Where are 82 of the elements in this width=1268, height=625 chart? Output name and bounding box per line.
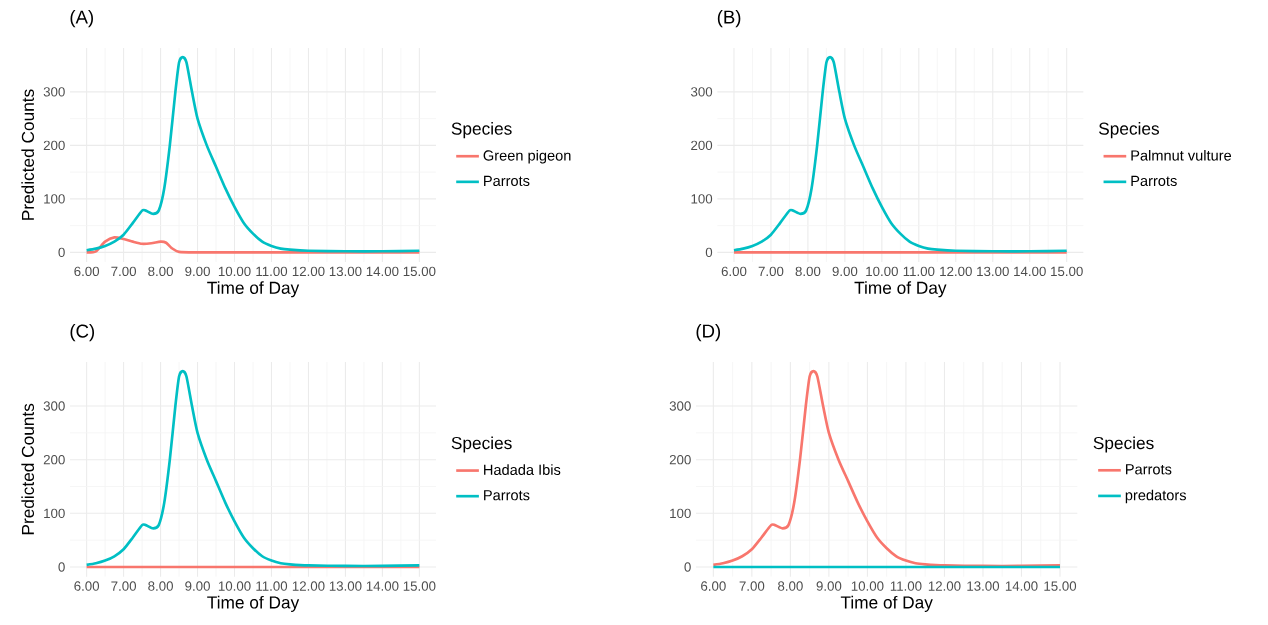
y-axis-title: Predicted Counts <box>21 89 35 220</box>
x-tick-label: 10.00 <box>866 266 898 276</box>
chart-title: (B) <box>717 9 741 28</box>
legend-label: Parrots <box>484 175 530 186</box>
y-tick-label: 200 <box>691 140 713 150</box>
x-tick-label: 15.00 <box>1044 581 1077 591</box>
legend-title: Species <box>1093 436 1154 453</box>
x-tick-label: 9.00 <box>832 266 858 276</box>
x-tick-label: 6.00 <box>721 266 747 276</box>
x-tick-label: 11.00 <box>890 581 922 591</box>
x-tick-label: 11.00 <box>256 581 288 591</box>
x-tick-label: 12.00 <box>292 581 325 591</box>
x-tick-label: 8.00 <box>778 581 803 591</box>
x-tick-label: 11.00 <box>256 266 288 276</box>
x-tick-label: 6.00 <box>701 581 726 591</box>
x-axis-title: Time of Day <box>840 595 933 612</box>
y-tick-label: 0 <box>684 562 691 572</box>
y-tick-label: 300 <box>43 87 65 97</box>
legend-label: predators <box>1125 489 1187 504</box>
x-tick-label: 8.00 <box>148 581 173 591</box>
x-tick-label: 14.00 <box>366 266 399 276</box>
y-tick-label: 200 <box>669 454 691 465</box>
line-series <box>712 369 1062 568</box>
legend-title: Species <box>451 436 512 453</box>
x-axis-title: Time of Day <box>207 595 300 612</box>
x-tick-label: 10.00 <box>218 266 251 276</box>
x-tick-label: 6.00 <box>74 266 100 276</box>
x-tick-label: 7.00 <box>758 266 784 276</box>
x-tick-label: 10.00 <box>851 581 884 591</box>
legend-label: Green pigeon <box>483 149 571 164</box>
legend-label: Parrots <box>1126 464 1172 475</box>
x-tick-label: 7.00 <box>111 581 137 591</box>
y-tick-label: 200 <box>43 454 65 465</box>
y-axis-title: Predicted Counts <box>21 403 35 534</box>
y-tick-label: 200 <box>43 140 65 150</box>
x-tick-label: 9.00 <box>185 266 210 276</box>
y-tick-label: 300 <box>669 401 691 411</box>
x-axis-title: Time of Day <box>207 281 300 298</box>
x-tick-label: 13.00 <box>329 581 362 591</box>
x-axis-title: Time of Day <box>854 281 947 298</box>
x-tick-label: 8.00 <box>148 266 173 276</box>
legend-label: Parrots <box>484 490 530 501</box>
x-tick-label: 12.00 <box>292 266 325 276</box>
chart-title: (C) <box>70 323 95 342</box>
legend-label: Hadada Ibis <box>484 464 561 475</box>
x-tick-label: 10.00 <box>218 581 251 591</box>
x-tick-label: 6.00 <box>74 581 100 591</box>
y-tick-label: 100 <box>44 508 65 518</box>
x-tick-label: 11.00 <box>903 266 935 276</box>
line-series <box>85 55 421 253</box>
x-tick-label: 13.00 <box>329 266 362 276</box>
line-series <box>85 369 421 568</box>
x-tick-label: 9.00 <box>185 581 210 591</box>
chart-title: (D) <box>696 323 721 342</box>
legend-title: Species <box>1099 121 1160 139</box>
x-tick-label: 14.00 <box>1005 581 1038 591</box>
y-tick-label: 0 <box>58 562 65 572</box>
x-tick-label: 15.00 <box>1051 266 1083 276</box>
x-tick-label: 7.00 <box>111 266 137 276</box>
y-tick-label: 300 <box>690 87 713 97</box>
x-tick-label: 13.00 <box>977 266 1009 276</box>
x-tick-label: 13.00 <box>967 581 1000 591</box>
legend-label: Parrots <box>1131 175 1177 186</box>
y-tick-label: 100 <box>691 194 713 204</box>
x-tick-label: 15.00 <box>403 581 436 591</box>
legend-label: Palmnut vulture <box>1131 149 1232 161</box>
y-tick-label: 0 <box>58 247 65 257</box>
x-tick-label: 12.00 <box>940 266 972 276</box>
x-tick-label: 12.00 <box>928 581 961 591</box>
x-tick-label: 7.00 <box>739 581 765 591</box>
x-tick-label: 14.00 <box>366 581 399 591</box>
x-tick-label: 15.00 <box>403 266 436 276</box>
x-tick-label: 8.00 <box>795 266 821 276</box>
chart-title: (A) <box>70 9 93 28</box>
y-tick-label: 100 <box>670 508 691 518</box>
line-series <box>732 55 1069 253</box>
x-tick-label: 9.00 <box>816 581 842 591</box>
x-tick-label: 14.00 <box>1014 266 1046 276</box>
legend-title: Species <box>451 121 512 139</box>
y-tick-label: 300 <box>43 401 65 411</box>
y-tick-label: 100 <box>44 194 65 204</box>
y-tick-label: 0 <box>705 247 713 257</box>
